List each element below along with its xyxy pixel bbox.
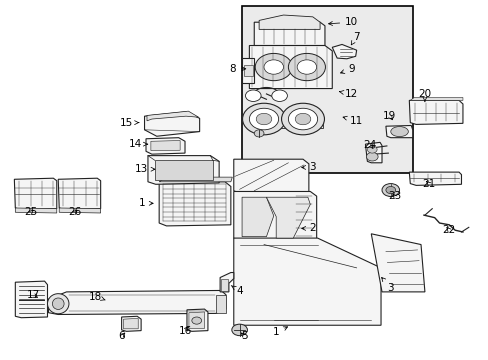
Text: 14: 14 [128,139,147,149]
Polygon shape [48,291,225,315]
Text: 17: 17 [27,291,41,301]
Polygon shape [216,296,225,313]
Polygon shape [242,58,254,83]
Polygon shape [123,319,138,329]
Ellipse shape [281,103,324,135]
Polygon shape [186,309,207,331]
Text: 6: 6 [118,331,124,341]
Polygon shape [155,160,212,180]
Polygon shape [409,98,462,100]
Text: 22: 22 [442,225,455,235]
Text: 13: 13 [134,164,155,174]
Polygon shape [14,178,57,210]
Text: 18: 18 [89,292,105,302]
Polygon shape [408,100,462,125]
Polygon shape [233,192,316,242]
Polygon shape [151,140,180,150]
Text: 25: 25 [24,207,38,217]
Polygon shape [331,44,356,59]
Ellipse shape [242,103,285,135]
Text: 26: 26 [68,207,81,217]
Polygon shape [58,178,101,210]
Ellipse shape [231,324,247,336]
Ellipse shape [52,298,64,310]
Text: 3: 3 [381,278,393,293]
Polygon shape [159,182,230,226]
Polygon shape [408,172,461,185]
Ellipse shape [295,113,310,125]
Ellipse shape [264,60,283,74]
Ellipse shape [366,152,377,161]
Text: 1: 1 [139,198,153,208]
Polygon shape [59,208,101,213]
Ellipse shape [288,108,317,130]
Polygon shape [242,197,273,237]
Ellipse shape [381,184,399,197]
Ellipse shape [390,127,407,136]
Text: 7: 7 [350,32,359,45]
Text: 19: 19 [383,111,396,121]
Polygon shape [15,281,47,318]
Ellipse shape [256,113,271,125]
Text: 16: 16 [178,325,191,336]
Ellipse shape [249,108,278,130]
Polygon shape [159,177,232,182]
Ellipse shape [47,294,69,314]
Ellipse shape [245,90,261,102]
Text: 12: 12 [339,89,358,99]
Ellipse shape [255,53,292,81]
Polygon shape [221,279,227,291]
Ellipse shape [288,53,325,81]
Text: 20: 20 [418,89,430,102]
Ellipse shape [271,90,287,102]
Polygon shape [266,197,310,238]
Polygon shape [365,142,381,163]
Polygon shape [233,159,308,194]
Text: 24: 24 [363,140,376,150]
Polygon shape [15,208,57,213]
Text: 3: 3 [301,162,315,172]
Text: 23: 23 [387,191,401,201]
Polygon shape [233,238,380,325]
Ellipse shape [254,130,264,137]
Bar [242,6,412,173]
Text: 8: 8 [229,64,245,74]
Text: 4: 4 [231,285,243,296]
Polygon shape [122,316,141,331]
Polygon shape [259,15,320,30]
Text: 5: 5 [241,331,247,341]
Polygon shape [249,45,331,89]
Text: 9: 9 [340,64,354,74]
Text: 21: 21 [421,179,434,189]
Polygon shape [188,312,204,328]
Polygon shape [254,22,325,45]
Polygon shape [146,138,184,154]
Polygon shape [147,111,198,121]
Polygon shape [148,156,219,184]
Ellipse shape [385,186,395,194]
Polygon shape [246,120,322,128]
Polygon shape [385,126,412,138]
Polygon shape [243,65,253,76]
Text: 11: 11 [343,116,363,126]
Polygon shape [144,112,199,136]
Ellipse shape [366,146,376,153]
Polygon shape [220,273,233,292]
Polygon shape [370,234,424,292]
Ellipse shape [191,317,201,324]
Text: 10: 10 [328,17,358,27]
Text: 2: 2 [301,224,315,233]
Text: 1: 1 [272,327,287,337]
Text: 15: 15 [120,118,139,128]
Ellipse shape [297,60,316,74]
